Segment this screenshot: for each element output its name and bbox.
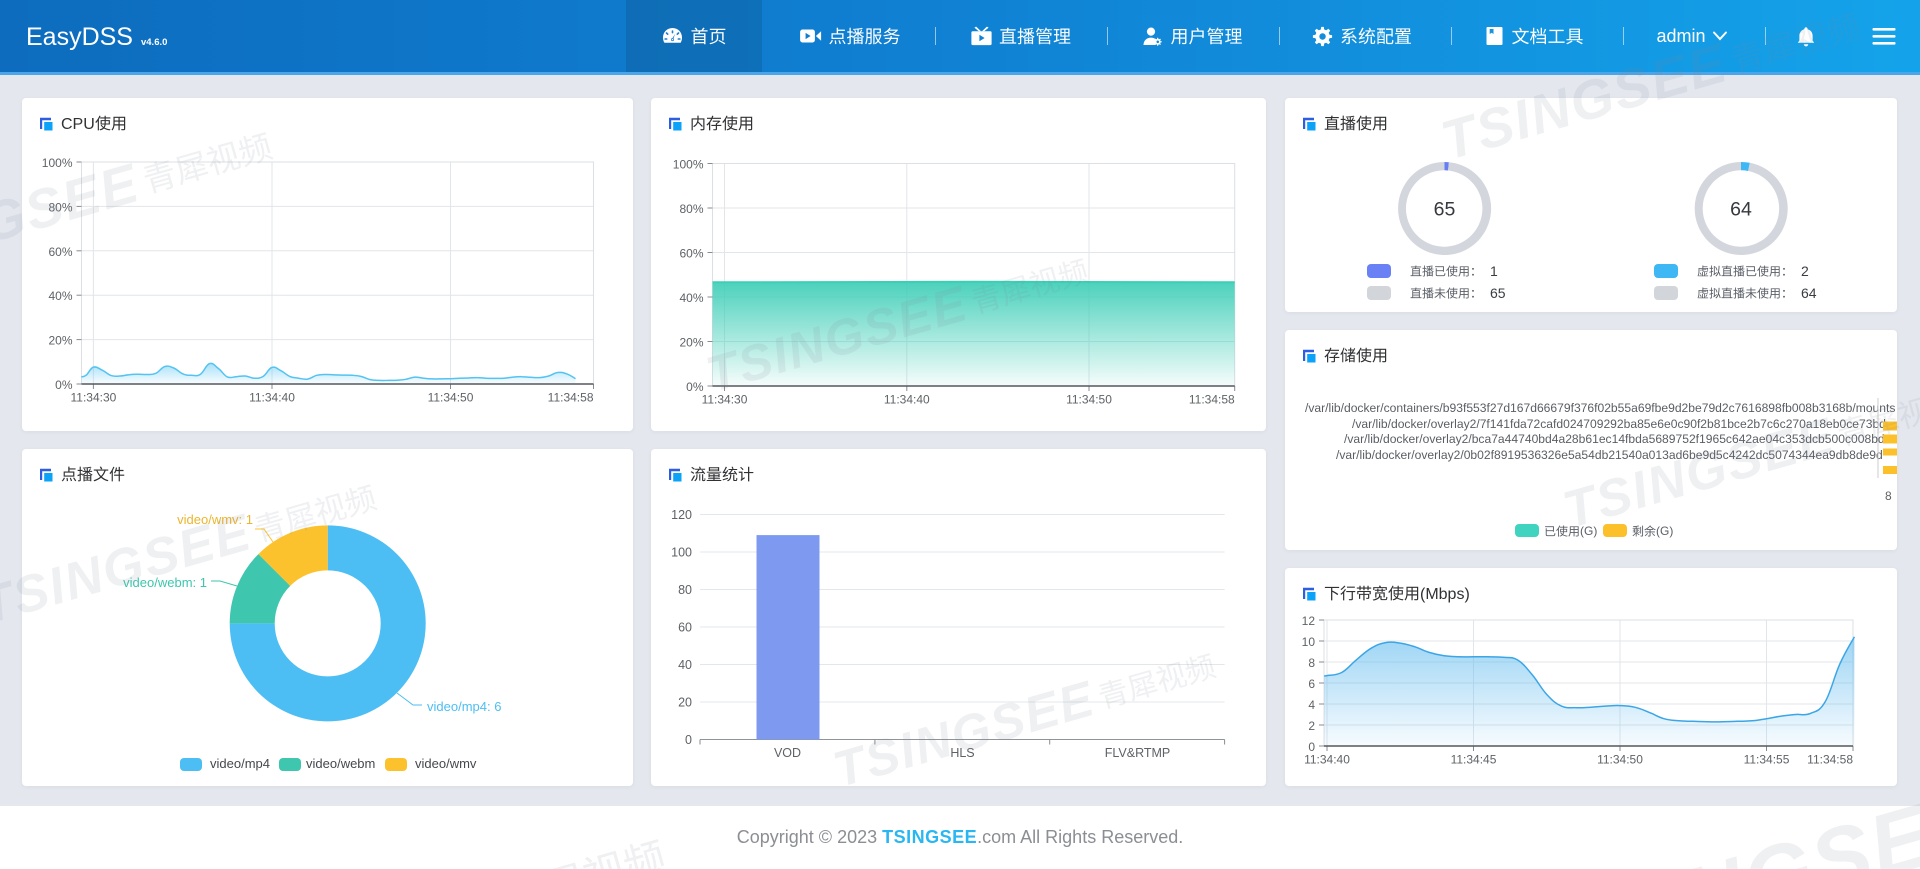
svg-text:100%: 100%	[42, 156, 73, 170]
svg-text:4: 4	[1308, 698, 1315, 712]
svg-text:video/webm: 1: video/webm: 1	[123, 575, 207, 590]
svg-text:0: 0	[685, 733, 692, 747]
svg-text:11:34:30: 11:34:30	[702, 393, 748, 407]
svg-text:HLS: HLS	[950, 746, 974, 760]
svg-text:11:34:58: 11:34:58	[548, 391, 594, 405]
svg-text:11:34:30: 11:34:30	[70, 391, 116, 405]
svg-text:60%: 60%	[679, 247, 703, 261]
svg-text:11:34:58: 11:34:58	[1189, 393, 1235, 407]
svg-text:11:34:40: 11:34:40	[249, 391, 295, 405]
svg-text:60: 60	[678, 621, 692, 635]
svg-text:11:34:40: 11:34:40	[1304, 753, 1350, 767]
svg-text:VOD: VOD	[774, 746, 801, 760]
svg-text:100%: 100%	[673, 158, 704, 172]
svg-text:0: 0	[1308, 740, 1315, 754]
svg-text:65: 65	[1434, 199, 1456, 221]
svg-text:11:34:50: 11:34:50	[1597, 753, 1643, 767]
svg-text:6: 6	[1308, 677, 1315, 691]
svg-text:100: 100	[671, 546, 692, 560]
svg-text:20%: 20%	[679, 336, 703, 350]
svg-text:12: 12	[1302, 614, 1316, 628]
svg-text:0%: 0%	[686, 380, 704, 394]
svg-text:8: 8	[1308, 656, 1315, 670]
svg-text:60%: 60%	[48, 245, 72, 259]
svg-text:video/wmv: 1: video/wmv: 1	[177, 512, 253, 527]
svg-text:8: 8	[1885, 489, 1892, 503]
svg-text:10: 10	[1302, 635, 1316, 649]
svg-text:120: 120	[671, 508, 692, 522]
svg-text:80%: 80%	[48, 200, 72, 214]
svg-text:40%: 40%	[48, 289, 72, 303]
svg-text:40%: 40%	[679, 291, 703, 305]
svg-text:20: 20	[678, 696, 692, 710]
svg-text:11:34:40: 11:34:40	[884, 393, 930, 407]
svg-text:11:34:58: 11:34:58	[1807, 753, 1853, 767]
svg-text:FLV&RTMP: FLV&RTMP	[1105, 746, 1171, 760]
svg-text:64: 64	[1730, 199, 1752, 221]
svg-text:11:34:45: 11:34:45	[1451, 753, 1497, 767]
svg-text:video/mp4: 6: video/mp4: 6	[427, 699, 501, 714]
svg-text:11:34:50: 11:34:50	[428, 391, 474, 405]
svg-text:80: 80	[678, 583, 692, 597]
svg-text:2: 2	[1308, 719, 1315, 733]
svg-text:11:34:55: 11:34:55	[1744, 753, 1790, 767]
svg-text:80%: 80%	[679, 202, 703, 216]
svg-text:40: 40	[678, 658, 692, 672]
svg-text:20%: 20%	[48, 334, 72, 348]
svg-text:0%: 0%	[55, 378, 73, 392]
svg-text:11:34:50: 11:34:50	[1066, 393, 1112, 407]
